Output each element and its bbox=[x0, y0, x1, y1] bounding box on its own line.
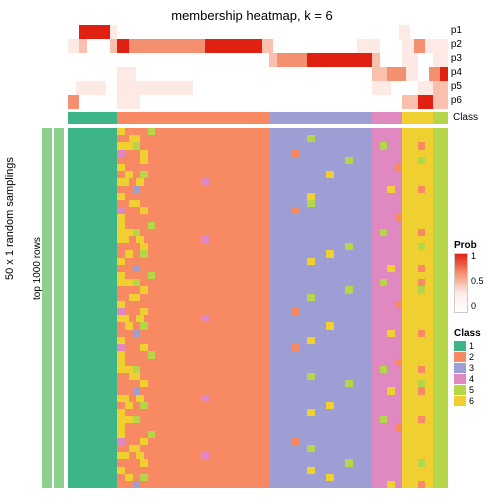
left-annotation-strip-1 bbox=[42, 128, 52, 488]
membership-row-label: p5 bbox=[451, 81, 462, 92]
membership-row-label: p2 bbox=[451, 39, 462, 50]
legend-class: Class 123456 bbox=[454, 328, 498, 407]
membership-row-label: p3 bbox=[451, 53, 462, 64]
prob-gradient: 10.50 bbox=[454, 253, 468, 313]
class-bar-label: Class bbox=[453, 112, 478, 123]
class-bar bbox=[68, 112, 448, 124]
membership-row-label: p6 bbox=[451, 95, 462, 106]
legend-class-items: 123456 bbox=[454, 341, 498, 406]
membership-row-label: p1 bbox=[451, 25, 462, 36]
main-heatmap bbox=[68, 128, 448, 488]
legend-prob: Prob 10.50 bbox=[454, 240, 498, 313]
membership-row-label: p4 bbox=[451, 67, 462, 78]
ylabel-outer: 50 x 1 random samplings bbox=[4, 157, 16, 280]
legend-class-title: Class bbox=[454, 328, 498, 339]
left-annotation-strip-2 bbox=[54, 128, 64, 488]
chart-title: membership heatmap, k = 6 bbox=[171, 8, 333, 23]
membership-heatmap bbox=[68, 25, 448, 109]
legend-prob-title: Prob bbox=[454, 240, 498, 251]
